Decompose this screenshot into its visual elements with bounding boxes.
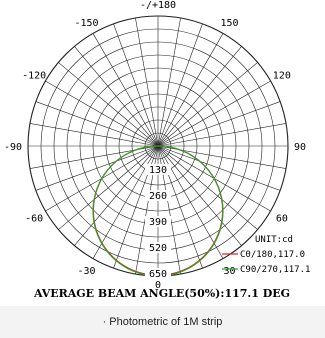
grid-spoke <box>157 17 181 147</box>
angle-label: -30 <box>77 266 95 277</box>
grid-spoke <box>58 62 159 147</box>
radial-label: 650 <box>149 269 167 280</box>
angle-label: -90 <box>4 142 22 153</box>
angle-labels: -/+180 150 120 90 60 30 0 -30 -60 -90 -120 -150 <box>4 0 306 291</box>
grid-spoke <box>92 33 159 147</box>
grid-spoke <box>135 17 159 147</box>
legend-c90: C90/270,117.1 <box>240 265 310 275</box>
polar-chart: -/+180 150 120 90 60 30 0 -30 -60 -90 -120 -150 130… <box>4 0 311 300</box>
angle-label: -60 <box>25 214 43 225</box>
angle-label: -120 <box>22 71 46 82</box>
grid-spoke <box>113 23 159 147</box>
grid-spoke <box>157 33 224 147</box>
angle-label: -/+180 <box>140 0 176 11</box>
angle-label: 0 <box>155 280 161 291</box>
legend: UNIT:cd C0/180,117.0 C90/270,117.1 <box>222 235 310 275</box>
grid-spoke <box>74 145 159 246</box>
average-beam-angle: AVERAGE BEAM ANGLE(50%):117.1 DEG <box>33 287 290 300</box>
grid-spoke <box>29 123 159 147</box>
grid-spoke <box>157 46 242 147</box>
grid-spoke <box>157 145 281 191</box>
angle-label: -150 <box>74 18 98 29</box>
angle-label: 120 <box>273 71 291 82</box>
radial-labels: 130 260 390 520 650 <box>145 164 171 280</box>
unit-label: UNIT:cd <box>255 235 293 245</box>
legend-c0: C0/180,117.0 <box>240 250 305 260</box>
figure-caption: · Photometric of 1M strip <box>102 316 223 328</box>
radial-label: 260 <box>149 191 167 202</box>
caption-bar <box>0 306 325 338</box>
radial-label: 390 <box>149 217 167 228</box>
grid-spoke <box>157 145 242 246</box>
grid-spoke <box>58 145 159 230</box>
grid-spoke <box>157 23 203 147</box>
grid-spoke <box>157 123 287 147</box>
angle-label: 60 <box>276 214 288 225</box>
grid-spoke <box>157 145 258 230</box>
radial-label-bg <box>145 242 171 253</box>
radial-label-bg <box>145 216 171 227</box>
grid-spoke <box>35 101 159 147</box>
grid-spoke <box>157 62 258 147</box>
radial-label: 520 <box>149 243 167 254</box>
angle-label: 90 <box>294 142 306 153</box>
angle-label: 30 <box>223 266 235 277</box>
grid-spoke <box>35 145 159 191</box>
radial-label-bg <box>145 190 171 201</box>
grid-spoke <box>157 80 271 147</box>
angle-label: 150 <box>220 18 238 29</box>
radial-label: 130 <box>149 165 167 176</box>
grid-spoke <box>157 101 281 147</box>
radial-label-bg <box>145 268 171 279</box>
grid-spoke <box>45 80 159 147</box>
grid-spoke <box>74 46 159 147</box>
radial-label-bg <box>145 164 171 175</box>
